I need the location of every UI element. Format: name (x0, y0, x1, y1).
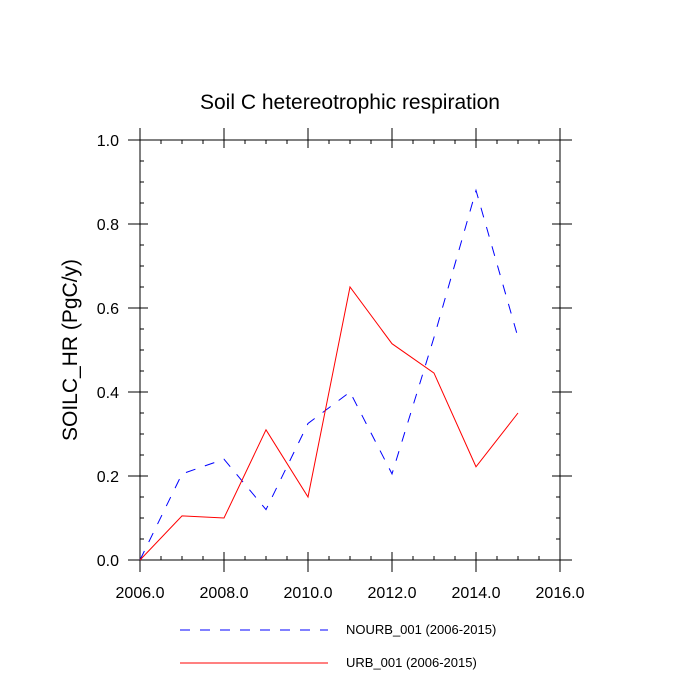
tick-marks (128, 128, 572, 572)
plot-frame (139, 139, 561, 561)
y-tick-label: 0.6 (97, 301, 119, 318)
y-tick-label: 0.2 (97, 469, 119, 486)
series-line-urb (139, 285, 519, 561)
legend-label-urb: URB_001 (2006-2015) (346, 655, 477, 670)
x-tick-label: 2006.0 (116, 585, 165, 602)
series-layer (139, 188, 519, 561)
x-tick-label: 2008.0 (200, 585, 249, 602)
y-axis-label: SOILC_HR (PgC/y) (59, 259, 82, 441)
x-tick-label: 2016.0 (536, 585, 585, 602)
series-line-nourb (139, 188, 519, 561)
chart-title: Soil C hetereotrophic respiration (200, 91, 500, 114)
legend-label-nourb: NOURB_001 (2006-2015) (346, 622, 496, 637)
x-tick-label: 2010.0 (284, 585, 333, 602)
x-tick-label: 2014.0 (452, 585, 501, 602)
y-tick-label: 0.4 (97, 385, 119, 402)
y-tick-label: 0.0 (97, 553, 119, 570)
y-tick-label: 0.8 (97, 217, 119, 234)
y-tick-label: 1.0 (97, 133, 119, 150)
legend: NOURB_001 (2006-2015) URB_001 (2006-2015… (180, 622, 496, 670)
x-tick-label: 2012.0 (368, 585, 417, 602)
